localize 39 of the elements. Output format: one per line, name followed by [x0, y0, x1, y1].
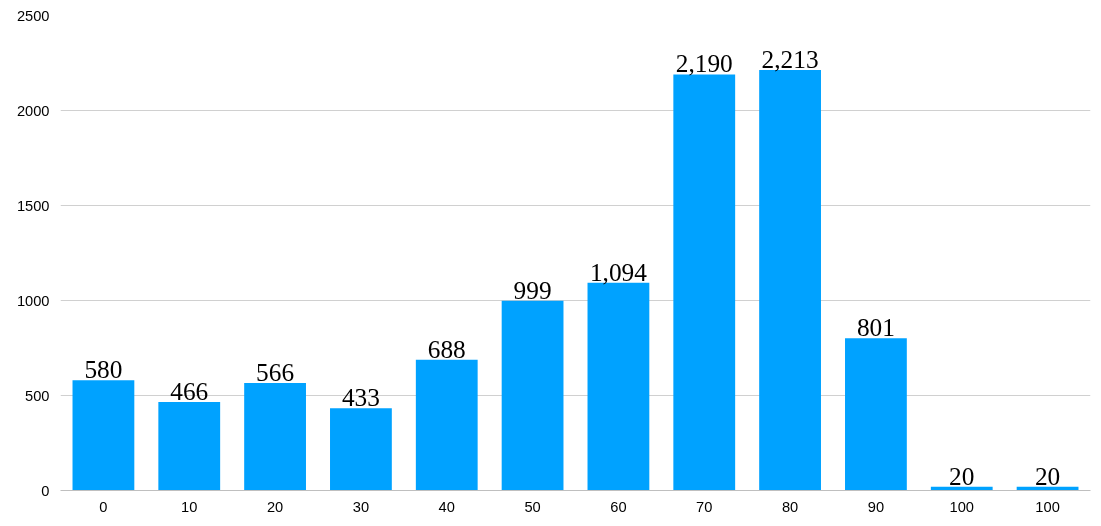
x-tick-label: 90	[867, 498, 885, 515]
y-tick-label: 2000	[16, 102, 50, 119]
data-label: 801	[856, 313, 895, 342]
x-tick-label: 30	[352, 498, 370, 515]
y-tick-label: 1500	[16, 197, 50, 214]
x-tick-label: 10	[181, 498, 198, 515]
bar	[673, 74, 736, 491]
bar	[415, 359, 478, 491]
x-tick-label: 60	[610, 498, 627, 515]
bar	[501, 300, 564, 491]
data-label: 688	[427, 334, 466, 363]
data-label: 2,213	[761, 45, 819, 74]
data-label: 2,190	[675, 49, 733, 78]
x-tick-label: 40	[438, 498, 455, 515]
data-label: 999	[513, 275, 552, 304]
bar	[158, 401, 221, 491]
x-tick-label: 80	[781, 498, 799, 515]
x-tick-label: 100	[1035, 498, 1060, 515]
data-label: 1,094	[589, 257, 648, 286]
bar	[72, 380, 135, 491]
data-label: 433	[341, 383, 380, 412]
x-tick-label: 100	[949, 498, 974, 515]
y-tick-label: 1000	[16, 292, 50, 309]
data-label: 20	[1034, 461, 1061, 490]
bar	[330, 408, 392, 491]
data-label: 566	[256, 357, 295, 386]
bar	[244, 382, 306, 491]
data-label: 580	[84, 355, 123, 384]
x-tick-label: 50	[524, 498, 541, 515]
y-tick-label: 0	[41, 482, 50, 499]
x-tick-label: 70	[696, 498, 713, 515]
data-label: 466	[170, 376, 209, 405]
y-tick-label: 500	[25, 387, 50, 404]
bar	[759, 70, 821, 491]
y-tick-label: 2500	[16, 7, 50, 24]
x-tick-label: 0	[99, 498, 108, 515]
data-label: 20	[949, 461, 975, 490]
x-tick-label: 20	[266, 498, 284, 515]
bar	[845, 338, 907, 491]
